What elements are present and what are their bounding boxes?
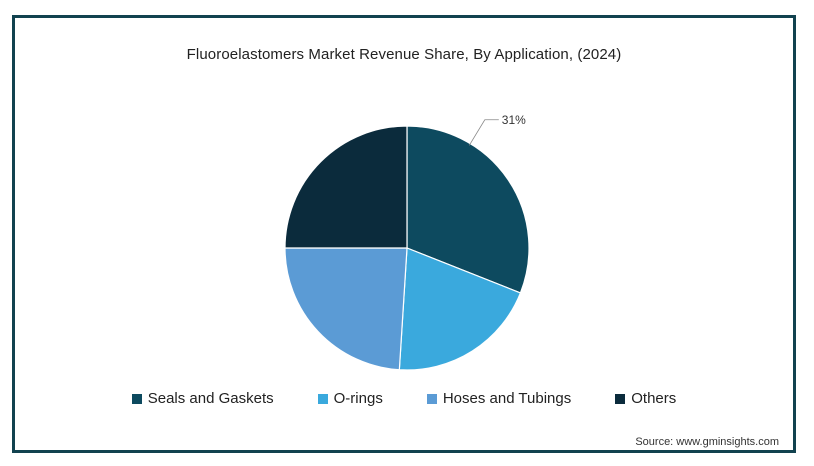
legend-swatch	[131, 393, 142, 404]
legend-swatch	[426, 393, 437, 404]
legend-item: Hoses and Tubings	[426, 390, 572, 407]
legend-label: O-rings	[333, 390, 383, 407]
pie-labels: 31%	[468, 113, 526, 146]
chart-frame: Fluoroelastomers Market Revenue Share, B…	[12, 15, 796, 453]
legend-label: Others	[631, 390, 677, 407]
pie-slice-others	[284, 125, 408, 249]
pie-slice-hoses-and-tubings	[284, 247, 408, 371]
source-note: Source: www.gminsights.com	[635, 436, 779, 448]
label-leader-line	[468, 119, 499, 146]
legend-item: Seals and Gaskets	[131, 390, 274, 407]
legend-swatch	[317, 393, 328, 404]
legend-label: Hoses and Tubings	[442, 390, 572, 407]
legend-item: O-rings	[317, 390, 383, 407]
pie-chart: 31%	[284, 113, 530, 371]
legend-item: Others	[615, 390, 676, 407]
legend-swatch	[615, 393, 626, 404]
pie-slices	[284, 125, 530, 371]
legend-label: Seals and Gaskets	[147, 390, 274, 407]
pie-slice-o-rings	[398, 247, 522, 371]
data-label: 31%	[502, 113, 526, 127]
chart-title: Fluoroelastomers Market Revenue Share, B…	[186, 46, 622, 63]
pie-slice-seals-and-gaskets	[406, 125, 530, 294]
legend: Seals and Gaskets O-rings Hoses and Tubing…	[15, 390, 793, 407]
